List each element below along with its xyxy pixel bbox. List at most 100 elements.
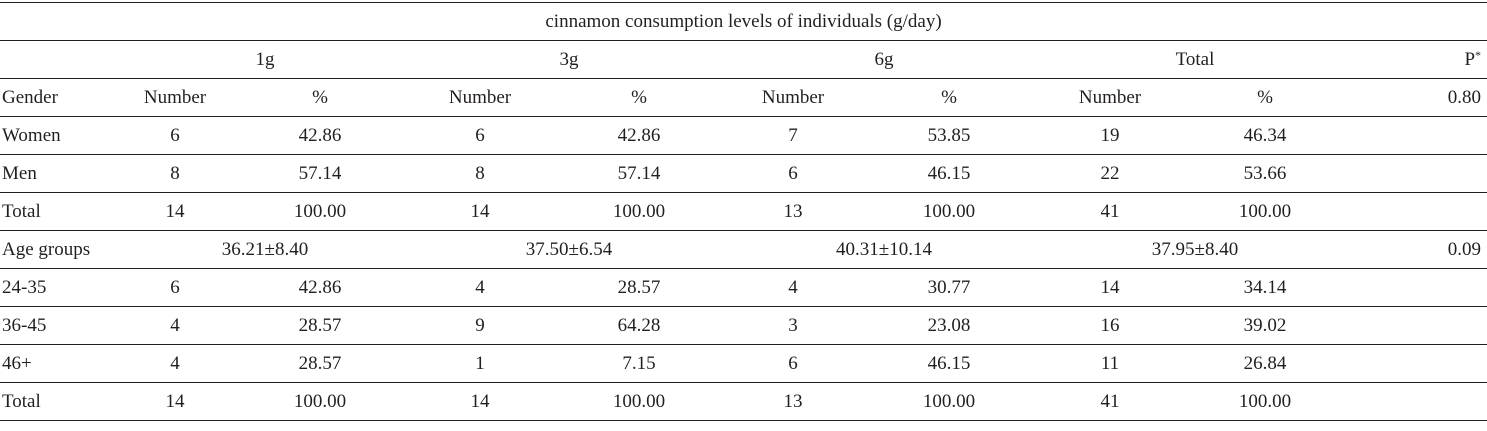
empty-cell (1350, 154, 1487, 193)
table-row: Men 8 57.14 8 57.14 6 46.15 22 53.66 (0, 154, 1487, 193)
table-cell: 42.86 (550, 116, 728, 155)
empty-cell (1350, 268, 1487, 307)
table-cell: 4 (410, 268, 550, 307)
table-cell: 7.15 (550, 344, 728, 383)
age-mean-1g: 36.21±8.40 (120, 230, 410, 269)
table-cell: 42.86 (230, 268, 410, 307)
table-cell: 100.00 (550, 192, 728, 231)
table-cell: 28.57 (230, 344, 410, 383)
gender-label: Gender (0, 78, 120, 117)
cinnamon-consumption-table: cinnamon consumption levels of individua… (0, 2, 1487, 421)
table-cell: 4 (120, 306, 230, 345)
table-cell: 100.00 (858, 382, 1040, 421)
row-label: Total (0, 192, 120, 231)
table-cell: 41 (1040, 192, 1180, 231)
table-row: Total 14 100.00 14 100.00 13 100.00 41 1… (0, 192, 1487, 231)
table-cell: 9 (410, 306, 550, 345)
age-mean-3g: 37.50±6.54 (410, 230, 728, 269)
percent-header: % (1180, 78, 1350, 117)
row-label: 36-45 (0, 306, 120, 345)
table-cell: 6 (120, 268, 230, 307)
table-cell: 30.77 (858, 268, 1040, 307)
table-cell: 11 (1040, 344, 1180, 383)
p-value-header: P* (1350, 40, 1487, 79)
table-cell: 57.14 (550, 154, 728, 193)
table-cell: 53.85 (858, 116, 1040, 155)
table-cell: 14 (410, 382, 550, 421)
empty-cell (1350, 382, 1487, 421)
percent-header: % (550, 78, 728, 117)
table-cell: 6 (728, 154, 858, 193)
table-cell: 13 (728, 192, 858, 231)
table-cell: 6 (728, 344, 858, 383)
table-cell: 19 (1040, 116, 1180, 155)
table-cell: 53.66 (1180, 154, 1350, 193)
table-cell: 14 (410, 192, 550, 231)
age-mean-6g: 40.31±10.14 (728, 230, 1040, 269)
table-row: 46+ 4 28.57 1 7.15 6 46.15 11 26.84 (0, 344, 1487, 383)
table-caption: cinnamon consumption levels of individua… (0, 2, 1487, 41)
table-row: Women 6 42.86 6 42.86 7 53.85 19 46.34 (0, 116, 1487, 155)
group-header-total: Total (1040, 40, 1350, 79)
table-cell: 46.15 (858, 344, 1040, 383)
table-cell: 14 (120, 192, 230, 231)
table-cell: 6 (410, 116, 550, 155)
table-cell: 13 (728, 382, 858, 421)
group-header-6g: 6g (728, 40, 1040, 79)
table-cell: 46.34 (1180, 116, 1350, 155)
table-row: 36-45 4 28.57 9 64.28 3 23.08 16 39.02 (0, 306, 1487, 345)
table-cell: 1 (410, 344, 550, 383)
number-header: Number (728, 78, 858, 117)
empty-cell (1350, 306, 1487, 345)
row-label: 46+ (0, 344, 120, 383)
sub-header-row: Gender Number % Number % Number % Number… (0, 78, 1487, 117)
table-cell: 41 (1040, 382, 1180, 421)
table-cell: 46.15 (858, 154, 1040, 193)
group-header-1g: 1g (120, 40, 410, 79)
caption-row: cinnamon consumption levels of individua… (0, 2, 1487, 41)
table-cell: 100.00 (230, 192, 410, 231)
table-cell: 22 (1040, 154, 1180, 193)
age-header-row: Age groups 36.21±8.40 37.50±6.54 40.31±1… (0, 230, 1487, 269)
table-cell: 64.28 (550, 306, 728, 345)
table-cell: 16 (1040, 306, 1180, 345)
table-cell: 28.57 (230, 306, 410, 345)
row-label: Total (0, 382, 120, 421)
empty-cell (1350, 344, 1487, 383)
table-cell: 57.14 (230, 154, 410, 193)
age-p-value: 0.09 (1350, 230, 1487, 269)
table-cell: 28.57 (550, 268, 728, 307)
group-header-blank (0, 40, 120, 79)
gender-p-value: 0.80 (1350, 78, 1487, 117)
percent-header: % (858, 78, 1040, 117)
table-cell: 4 (120, 344, 230, 383)
number-header: Number (120, 78, 230, 117)
table-cell: 23.08 (858, 306, 1040, 345)
table-cell: 4 (728, 268, 858, 307)
table-row: Total 14 100.00 14 100.00 13 100.00 41 1… (0, 382, 1487, 421)
group-header-row: 1g 3g 6g Total P* (0, 40, 1487, 79)
table-cell: 100.00 (230, 382, 410, 421)
number-header: Number (1040, 78, 1180, 117)
group-header-3g: 3g (410, 40, 728, 79)
table-cell: 100.00 (550, 382, 728, 421)
table-cell: 14 (1040, 268, 1180, 307)
empty-cell (1350, 116, 1487, 155)
table-cell: 100.00 (858, 192, 1040, 231)
table-cell: 100.00 (1180, 192, 1350, 231)
table-cell: 6 (120, 116, 230, 155)
p-footnote-marker: * (1475, 48, 1482, 62)
table-cell: 34.14 (1180, 268, 1350, 307)
table-cell: 26.84 (1180, 344, 1350, 383)
percent-header: % (230, 78, 410, 117)
table-cell: 8 (410, 154, 550, 193)
age-groups-label: Age groups (0, 230, 120, 269)
p-label: P (1464, 49, 1476, 70)
table-cell: 39.02 (1180, 306, 1350, 345)
row-label: Men (0, 154, 120, 193)
row-label: 24-35 (0, 268, 120, 307)
table-cell: 100.00 (1180, 382, 1350, 421)
table-cell: 8 (120, 154, 230, 193)
table-cell: 42.86 (230, 116, 410, 155)
